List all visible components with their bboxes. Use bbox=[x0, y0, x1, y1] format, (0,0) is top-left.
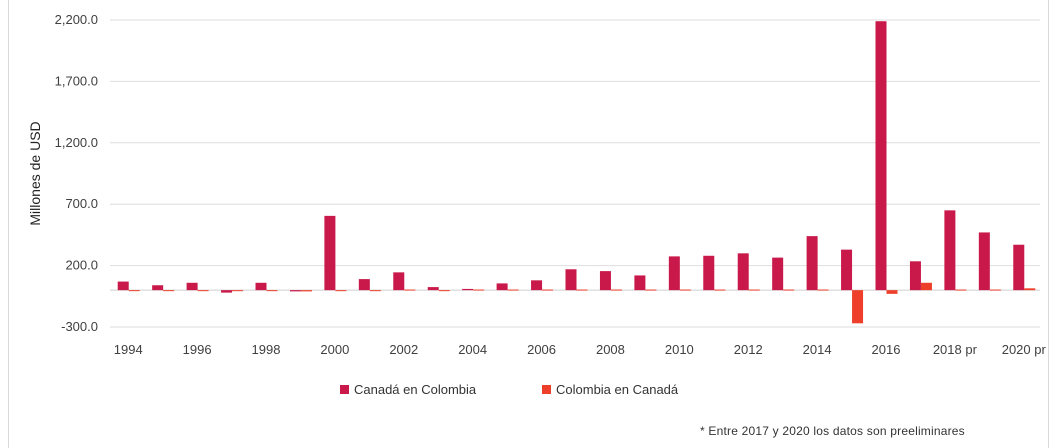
bar-colombia-en-canada-1997 bbox=[232, 290, 244, 292]
bar-colombia-en-canada-1994 bbox=[128, 290, 140, 292]
bar-canada-en-colombia-2010 bbox=[668, 256, 680, 291]
bar-canada-en-colombia-2014 bbox=[806, 236, 818, 291]
axes: -300.0 200.0 700.0 1,200.0 1,700.0 2,200.0 Mil… bbox=[27, 12, 1046, 357]
bar-colombia-en-canada-2007 bbox=[576, 289, 588, 291]
bar-colombia-en-canada-2012 bbox=[748, 289, 760, 291]
bar-colombia-en-canada-1998 bbox=[266, 290, 278, 292]
x-tick-label: 2018 pr bbox=[933, 342, 978, 357]
bar-colombia-en-canada-2000 bbox=[335, 290, 347, 292]
bar-canada-en-colombia-2003 bbox=[427, 287, 439, 291]
y-tick-label: -300.0 bbox=[61, 319, 98, 334]
footnote: * Entre 2017 y 2020 los datos son preeli… bbox=[700, 424, 965, 438]
bar-canada-en-colombia-2019-pr bbox=[978, 232, 990, 291]
legend: Canadá en Colombia Colombia en Canadá bbox=[340, 382, 679, 397]
bar-colombia-en-canada-2019-pr bbox=[989, 289, 1001, 291]
bar-canada-en-colombia-2009 bbox=[634, 275, 646, 291]
bar-colombia-en-canada-2009 bbox=[645, 289, 657, 291]
bar-colombia-en-canada-1996 bbox=[197, 290, 209, 292]
bar-colombia-en-canada-1999 bbox=[300, 290, 312, 292]
legend-label: Canadá en Colombia bbox=[354, 382, 477, 397]
legend-swatch bbox=[542, 385, 551, 394]
bar-canada-en-colombia-2013 bbox=[772, 257, 784, 291]
bar-canada-en-colombia-1994 bbox=[117, 281, 129, 291]
bar-colombia-en-canada-2003 bbox=[438, 290, 450, 292]
bar-colombia-en-canada-1995 bbox=[163, 290, 175, 292]
x-tick-label: 1998 bbox=[252, 342, 281, 357]
y-axis-label: Millones de USD bbox=[27, 121, 43, 225]
chart-frame-right bbox=[1048, 0, 1049, 448]
y-tick-label: 700.0 bbox=[65, 196, 98, 211]
bar-colombia-en-canada-2002 bbox=[404, 289, 416, 291]
bars bbox=[117, 21, 1036, 324]
bar-canada-en-colombia-2004 bbox=[462, 288, 474, 291]
x-tick-label: 2010 bbox=[665, 342, 694, 357]
bar-canada-en-colombia-1998 bbox=[255, 282, 267, 291]
y-tick-label: 200.0 bbox=[65, 258, 98, 273]
x-tick-label: 2006 bbox=[527, 342, 556, 357]
bar-colombia-en-canada-2010 bbox=[679, 289, 691, 291]
bar-canada-en-colombia-2015 bbox=[841, 249, 853, 291]
y-tick-label: 1,700.0 bbox=[55, 73, 98, 88]
bar-canada-en-colombia-2011 bbox=[703, 255, 715, 291]
legend-label: Colombia en Canadá bbox=[556, 382, 679, 397]
bar-canada-en-colombia-2018-pr bbox=[944, 210, 956, 291]
bar-colombia-en-canada-2011 bbox=[714, 289, 726, 291]
x-tick-label: 2014 bbox=[803, 342, 832, 357]
bar-canada-en-colombia-2001 bbox=[358, 279, 370, 291]
bar-colombia-en-canada-2018-pr bbox=[955, 289, 967, 291]
bar-colombia-en-canada-2001 bbox=[369, 290, 381, 292]
x-tick-label: 2004 bbox=[458, 342, 487, 357]
x-tick-label: 1994 bbox=[114, 342, 143, 357]
bar-canada-en-colombia-2017 bbox=[909, 261, 921, 291]
bar-colombia-en-canada-2005 bbox=[507, 289, 519, 291]
bar-canada-en-colombia-2008 bbox=[599, 271, 611, 291]
y-tick-label: 2,200.0 bbox=[55, 12, 98, 27]
x-tick-label: 2008 bbox=[596, 342, 625, 357]
y-tick-label: 1,200.0 bbox=[55, 135, 98, 150]
x-tick-label: 2012 bbox=[734, 342, 763, 357]
bar-canada-en-colombia-2002 bbox=[393, 272, 405, 291]
bar-colombia-en-canada-2015 bbox=[852, 290, 864, 324]
x-tick-label: 2002 bbox=[389, 342, 418, 357]
bar-colombia-en-canada-2016 bbox=[886, 290, 898, 294]
x-tick-label: 2000 bbox=[320, 342, 349, 357]
x-tick-label: 2020 pr bbox=[1002, 342, 1047, 357]
bar-colombia-en-canada-2020-pr bbox=[1024, 288, 1036, 291]
bar-canada-en-colombia-2016 bbox=[875, 21, 887, 291]
bar-colombia-en-canada-2014 bbox=[817, 289, 829, 291]
bar-canada-en-colombia-1995 bbox=[152, 285, 164, 291]
bar-canada-en-colombia-1999 bbox=[289, 290, 301, 292]
bar-canada-en-colombia-2006 bbox=[531, 280, 543, 291]
legend-swatch bbox=[340, 385, 349, 394]
bar-canada-en-colombia-1997 bbox=[221, 290, 233, 293]
x-tick-label: 1996 bbox=[183, 342, 212, 357]
bar-canada-en-colombia-1996 bbox=[186, 282, 198, 291]
bar-canada-en-colombia-2012 bbox=[737, 253, 749, 291]
bar-canada-en-colombia-2000 bbox=[324, 215, 336, 291]
bar-canada-en-colombia-2020-pr bbox=[1013, 244, 1025, 291]
x-tick-label: 2016 bbox=[872, 342, 901, 357]
bar-colombia-en-canada-2008 bbox=[610, 289, 622, 291]
bar-colombia-en-canada-2017 bbox=[920, 282, 932, 291]
bar-colombia-en-canada-2004 bbox=[473, 289, 485, 291]
bar-colombia-en-canada-2013 bbox=[783, 289, 795, 291]
bar-colombia-en-canada-2006 bbox=[542, 289, 554, 291]
chart-frame-left bbox=[8, 0, 9, 448]
bar-canada-en-colombia-2005 bbox=[496, 283, 508, 291]
bar-canada-en-colombia-2007 bbox=[565, 269, 577, 291]
